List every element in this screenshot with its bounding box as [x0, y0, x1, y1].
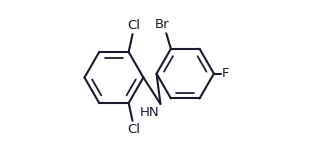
Text: Br: Br — [155, 18, 170, 31]
Text: F: F — [222, 67, 229, 80]
Text: Cl: Cl — [127, 19, 140, 32]
Text: HN: HN — [140, 106, 160, 119]
Text: Cl: Cl — [127, 123, 140, 136]
